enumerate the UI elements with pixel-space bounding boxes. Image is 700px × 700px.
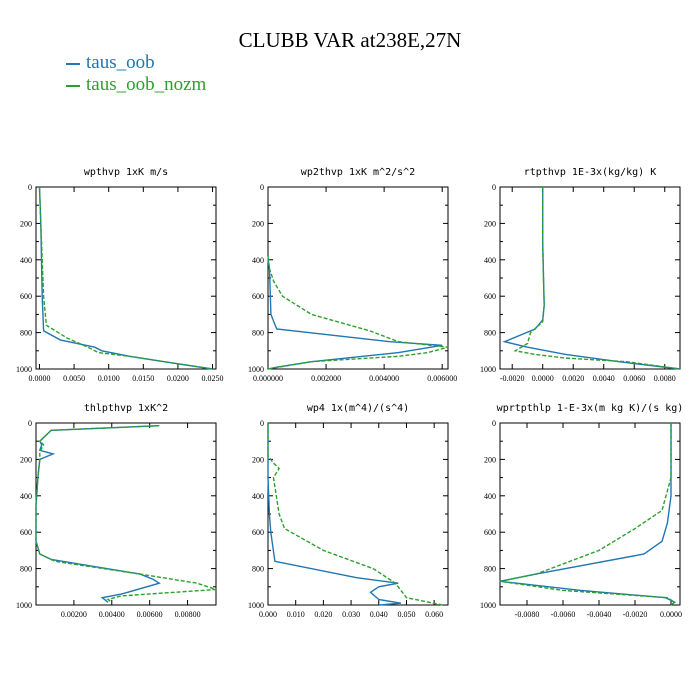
x-tick-label-6-4: 0.0000 [660, 610, 682, 619]
x-tick-label-5-1: 0.010 [287, 610, 305, 619]
y-tick-label-6-2: 400 [484, 492, 496, 501]
y-tick-label-2-5: 1000 [248, 365, 264, 374]
panel-title-6: wprtpthlp 1-E-3x(m kg K)/(s kg) [497, 403, 684, 414]
y-tick-label-2-0: 0 [260, 183, 264, 192]
x-tick-label-3-0: -0.0020 [500, 374, 525, 383]
plot-frame-6 [499, 422, 681, 606]
series-line-taus-oob-1 [38, 186, 213, 370]
legend-entry-taus-oob: taus_oob [66, 52, 155, 74]
x-tick-label-6-2: -0.0040 [587, 610, 612, 619]
x-tick-label-2-0: 0.000000 [253, 374, 283, 383]
series-line-taus-oob-nozm-2 [267, 256, 449, 370]
x-tick-label-1-2: 0.0100 [98, 374, 120, 383]
x-tick-label-5-4: 0.040 [370, 610, 388, 619]
series-line-taus-oob-nozm-3 [513, 187, 681, 370]
x-tick-label-4-3: 0.00800 [175, 610, 201, 619]
y-tick-label-6-5: 1000 [480, 601, 496, 610]
x-tick-label-3-2: 0.0020 [562, 374, 584, 383]
x-tick-label-1-5: 0.0250 [202, 374, 224, 383]
series-line-taus-oob-4 [35, 425, 161, 603]
y-tick-label-4-4: 800 [20, 565, 32, 574]
plot-frame-3 [499, 186, 681, 370]
y-tick-label-5-3: 600 [252, 528, 264, 537]
plot-frame-4 [35, 422, 217, 606]
series-line-taus-oob-nozm-6 [499, 423, 676, 606]
x-tick-label-5-5: 0.050 [397, 610, 415, 619]
legend-swatch-taus-oob [66, 62, 80, 65]
y-tick-label-6-0: 0 [492, 419, 496, 428]
y-tick-label-3-4: 800 [484, 329, 496, 338]
x-tick-label-6-1: -0.0060 [551, 610, 576, 619]
y-tick-label-6-3: 600 [484, 528, 496, 537]
panel-title-3: rtpthvp 1E-3x(kg/kg) K [524, 167, 656, 178]
legend-label-taus-oob-nozm: taus_oob_nozm [86, 74, 207, 95]
x-tick-label-4-1: 0.00400 [99, 610, 125, 619]
x-tick-label-2-2: 0.004000 [369, 374, 399, 383]
y-tick-label-4-3: 600 [20, 528, 32, 537]
x-tick-label-6-3: -0.0020 [623, 610, 648, 619]
x-tick-label-5-6: 0.060 [425, 610, 443, 619]
y-tick-label-1-0: 0 [28, 183, 32, 192]
x-tick-label-2-1: 0.002000 [311, 374, 341, 383]
y-tick-label-4-0: 0 [28, 419, 32, 428]
x-tick-label-4-2: 0.00600 [137, 610, 163, 619]
y-tick-label-1-1: 200 [20, 219, 32, 228]
y-tick-label-1-5: 1000 [16, 365, 32, 374]
y-tick-label-2-3: 600 [252, 292, 264, 301]
x-tick-label-1-3: 0.0150 [132, 374, 154, 383]
y-tick-label-2-4: 800 [252, 329, 264, 338]
series-line-taus-oob-nozm-1 [38, 186, 213, 370]
x-tick-label-5-3: 0.030 [342, 610, 360, 619]
x-tick-label-3-3: 0.0040 [593, 374, 615, 383]
y-tick-label-3-3: 600 [484, 292, 496, 301]
y-tick-label-2-1: 200 [252, 219, 264, 228]
y-tick-label-3-0: 0 [492, 183, 496, 192]
plot-frame-2 [267, 186, 449, 370]
panel-title-4: thlpthvp 1xK^2 [84, 403, 168, 414]
y-tick-label-4-5: 1000 [16, 601, 32, 610]
x-tick-label-3-1: 0.0000 [532, 374, 554, 383]
y-tick-label-5-2: 400 [252, 492, 264, 501]
y-tick-label-1-4: 800 [20, 329, 32, 338]
panel-title-2: wp2thvp 1xK m^2/s^2 [301, 167, 415, 178]
x-tick-label-3-5: 0.0080 [654, 374, 676, 383]
x-tick-label-1-4: 0.0200 [167, 374, 189, 383]
series-line-taus-oob-nozm-5 [267, 423, 443, 606]
y-tick-label-4-1: 200 [20, 455, 32, 464]
series-line-taus-oob-6 [499, 423, 676, 606]
y-tick-label-1-3: 600 [20, 292, 32, 301]
x-tick-label-5-2: 0.020 [314, 610, 332, 619]
x-tick-label-2-3: 0.006000 [427, 374, 457, 383]
y-tick-label-4-2: 400 [20, 492, 32, 501]
panel-title-5: wp4 1x(m^4)/(s^4) [307, 403, 409, 414]
panel-title-1: wpthvp 1xK m/s [84, 167, 168, 178]
x-tick-label-5-0: 0.000 [259, 610, 277, 619]
x-tick-label-1-1: 0.0050 [63, 374, 85, 383]
y-tick-label-3-1: 200 [484, 219, 496, 228]
y-tick-label-2-2: 400 [252, 256, 264, 265]
legend-swatch-taus-oob-nozm [66, 84, 80, 87]
series-line-taus-oob-3 [502, 187, 681, 370]
series-line-taus-oob-2 [267, 259, 443, 370]
series-line-taus-oob-5 [267, 423, 402, 606]
x-tick-label-4-0: 0.00200 [61, 610, 87, 619]
legend-entry-taus-oob-nozm: taus_oob_nozm [66, 74, 206, 96]
series-line-taus-oob-nozm-4 [35, 425, 217, 603]
y-tick-label-5-0: 0 [260, 419, 264, 428]
y-tick-label-6-1: 200 [484, 455, 496, 464]
figure-title: CLUBB VAR at238E,27N [238, 28, 462, 52]
x-tick-label-6-0: -0.0080 [515, 610, 540, 619]
y-tick-label-5-1: 200 [252, 455, 264, 464]
x-tick-label-3-4: 0.0060 [623, 374, 645, 383]
y-tick-label-5-4: 800 [252, 565, 264, 574]
y-tick-label-5-5: 1000 [248, 601, 264, 610]
y-tick-label-3-2: 400 [484, 256, 496, 265]
x-tick-label-1-0: 0.0000 [28, 374, 50, 383]
legend-label-taus-oob: taus_oob [86, 52, 155, 73]
y-tick-label-3-5: 1000 [480, 365, 496, 374]
plot-frame-1 [35, 186, 217, 370]
y-tick-label-1-2: 400 [20, 256, 32, 265]
y-tick-label-6-4: 800 [484, 565, 496, 574]
